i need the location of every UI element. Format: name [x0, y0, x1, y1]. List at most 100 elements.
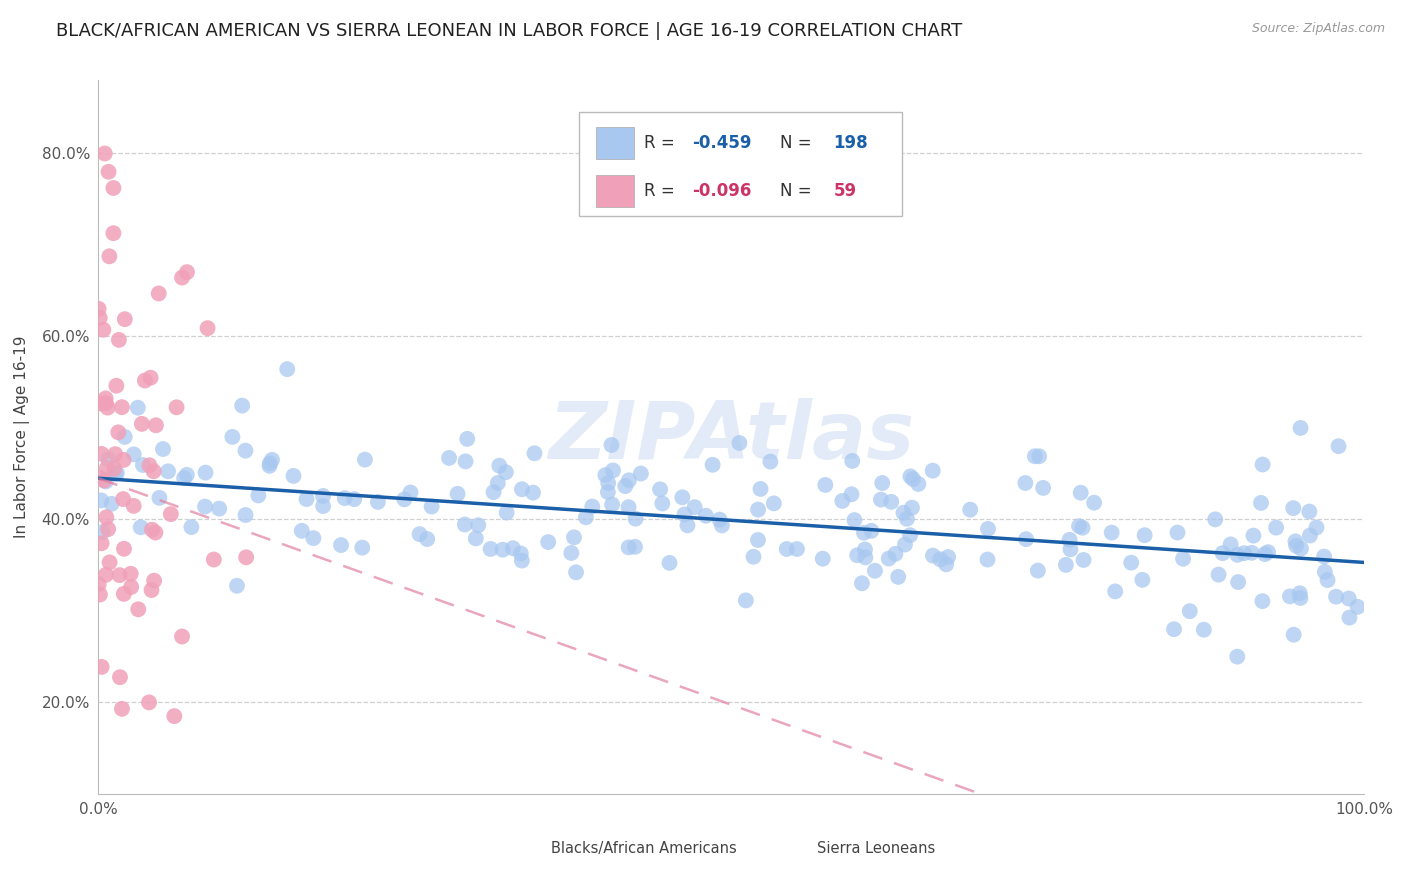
Point [1208, 567, 1230, 582]
Point [853, 550, 876, 565]
Point [1289, 591, 1312, 605]
Point [129, 520, 152, 534]
Point [1324, 590, 1347, 604]
Point [602, 463, 624, 477]
Point [134, 374, 156, 388]
Point [1289, 541, 1312, 556]
Text: R =: R = [644, 182, 681, 200]
Point [479, 541, 502, 556]
Point [104, 447, 127, 461]
Point [152, 442, 174, 456]
Point [226, 579, 249, 593]
Point [163, 709, 186, 723]
Point [114, 430, 136, 444]
Point [600, 438, 623, 452]
Point [846, 548, 869, 562]
Point [87, 301, 110, 316]
Point [122, 499, 145, 513]
Point [112, 492, 135, 507]
Point [291, 524, 314, 538]
Point [197, 321, 219, 335]
Point [1337, 591, 1360, 606]
Point [742, 549, 765, 564]
Point [437, 450, 460, 465]
Point [91, 524, 114, 539]
Point [170, 270, 193, 285]
Point [884, 547, 907, 561]
Point [111, 702, 134, 716]
Point [394, 492, 416, 507]
Point [89, 588, 111, 602]
Point [1313, 549, 1336, 564]
Point [90, 660, 112, 674]
Point [702, 458, 724, 472]
Text: Blacks/African Americans: Blacks/African Americans [551, 840, 737, 855]
Point [901, 500, 924, 515]
Point [1265, 521, 1288, 535]
Point [929, 552, 952, 566]
Point [138, 695, 160, 709]
Point [260, 453, 283, 467]
Point [1313, 565, 1336, 579]
Point [1226, 649, 1249, 664]
Point [1305, 520, 1327, 534]
Point [96, 460, 118, 475]
Text: -0.459: -0.459 [692, 134, 751, 152]
Point [1132, 573, 1154, 587]
Point [673, 508, 696, 522]
Point [1299, 528, 1322, 542]
Point [170, 630, 193, 644]
Point [333, 491, 356, 505]
Point [1028, 450, 1050, 464]
Text: Sierra Leoneans: Sierra Leoneans [817, 840, 935, 855]
Point [510, 553, 533, 567]
Point [127, 401, 149, 415]
Point [959, 502, 981, 516]
Point [283, 469, 305, 483]
Point [492, 542, 515, 557]
Point [617, 473, 640, 487]
Text: 198: 198 [834, 134, 869, 152]
Point [630, 467, 652, 481]
Bar [596, 175, 634, 207]
Point [1243, 528, 1265, 542]
Point [658, 556, 681, 570]
Point [90, 536, 112, 550]
Point [104, 467, 127, 481]
Point [1282, 628, 1305, 642]
Point [454, 517, 477, 532]
Point [595, 468, 617, 483]
Point [1212, 546, 1234, 560]
Point [786, 541, 808, 556]
Point [98, 249, 121, 263]
Bar [782, 836, 810, 861]
Point [1070, 485, 1092, 500]
FancyBboxPatch shape [579, 112, 903, 216]
Text: -0.096: -0.096 [692, 182, 751, 200]
Point [112, 453, 135, 467]
Point [1073, 553, 1095, 567]
Point [509, 547, 531, 561]
Point [560, 546, 582, 560]
Point [120, 580, 142, 594]
Text: Source: ZipAtlas.com: Source: ZipAtlas.com [1251, 22, 1385, 36]
Point [671, 491, 693, 505]
Point [495, 465, 517, 479]
Point [676, 518, 699, 533]
Point [467, 518, 489, 533]
Point [486, 475, 509, 490]
Point [596, 485, 619, 500]
Point [728, 436, 751, 450]
Point [464, 532, 486, 546]
Point [180, 520, 202, 534]
Point [710, 518, 733, 533]
Point [565, 566, 588, 580]
Point [901, 472, 924, 486]
Point [1288, 586, 1310, 600]
Point [1282, 501, 1305, 516]
Point [166, 401, 188, 415]
Text: BLACK/AFRICAN AMERICAN VS SIERRA LEONEAN IN LABOR FORCE | AGE 16-19 CORRELATION : BLACK/AFRICAN AMERICAN VS SIERRA LEONEAN… [56, 22, 963, 40]
Point [853, 542, 876, 557]
Point [97, 452, 120, 467]
Point [759, 455, 782, 469]
